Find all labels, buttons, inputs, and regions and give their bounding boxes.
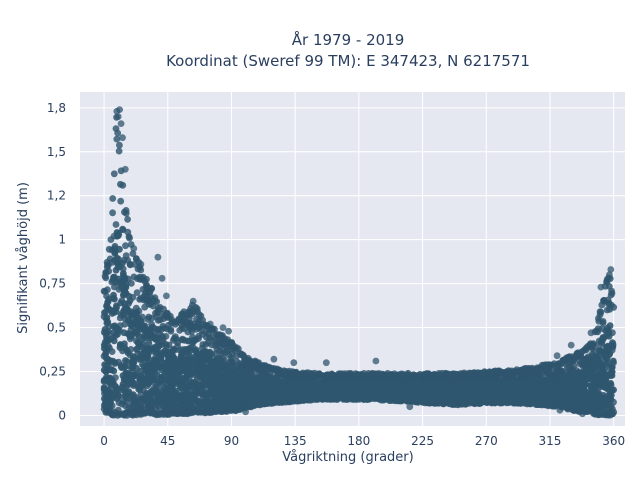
data-point (111, 170, 118, 177)
data-point (116, 148, 123, 155)
data-point (101, 288, 108, 295)
data-point (104, 261, 111, 268)
data-point (144, 316, 151, 323)
data-point (170, 337, 177, 344)
data-point (610, 304, 617, 311)
data-point (113, 221, 120, 228)
data-point (554, 368, 561, 375)
data-point (151, 325, 158, 332)
data-point (206, 335, 213, 342)
data-point (133, 255, 140, 262)
data-point (116, 142, 123, 149)
data-point (143, 276, 150, 283)
data-point (106, 246, 113, 253)
data-point (111, 338, 118, 345)
data-point (102, 275, 109, 282)
data-point (609, 290, 616, 297)
data-point (122, 242, 129, 249)
data-point (109, 195, 116, 202)
data-point (126, 235, 133, 242)
data-point (167, 326, 174, 333)
data-point (119, 182, 126, 189)
data-point (185, 329, 192, 336)
data-point (153, 298, 160, 305)
data-point (583, 356, 590, 363)
data-point (107, 256, 114, 263)
data-point (155, 317, 162, 324)
data-point (228, 355, 235, 362)
data-point (160, 335, 167, 342)
data-point (163, 341, 170, 348)
data-point (597, 308, 604, 315)
data-point (595, 315, 602, 322)
data-point (123, 207, 130, 214)
data-point (124, 229, 131, 236)
data-point (109, 209, 116, 216)
data-point (571, 362, 578, 369)
data-point (610, 409, 617, 416)
data-point (160, 306, 167, 313)
data-point (176, 327, 183, 334)
data-point (605, 327, 612, 334)
data-point (590, 340, 597, 347)
data-point (141, 304, 148, 311)
data-point (113, 136, 120, 143)
data-point (179, 336, 186, 343)
data-point (117, 198, 124, 205)
data-point (124, 216, 131, 223)
data-point (161, 325, 168, 332)
